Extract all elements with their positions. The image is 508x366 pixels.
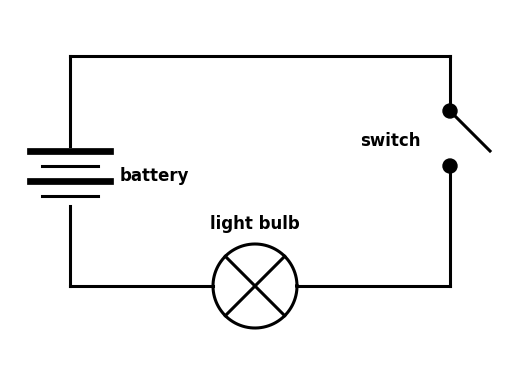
- Circle shape: [443, 104, 457, 118]
- Text: switch: switch: [360, 132, 421, 150]
- Text: battery: battery: [120, 167, 189, 185]
- Text: light bulb: light bulb: [210, 215, 300, 233]
- Circle shape: [443, 159, 457, 173]
